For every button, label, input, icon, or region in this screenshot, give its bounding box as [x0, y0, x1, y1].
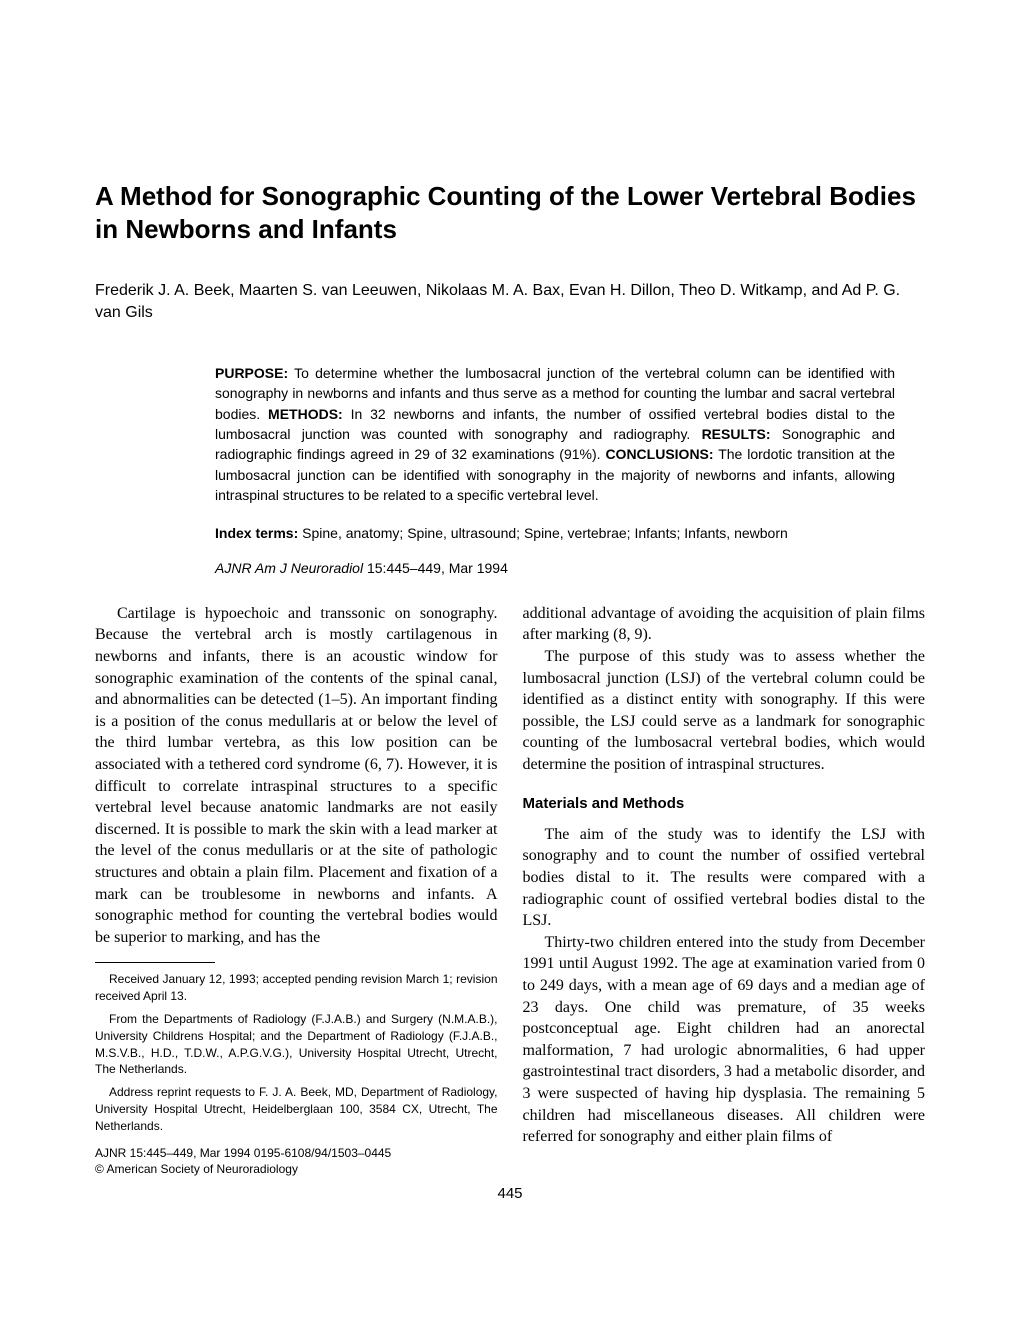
citation-rest: 15:445–449, Mar 1994 [367, 560, 508, 576]
footnote: From the Departments of Radiology (F.J.A… [95, 1011, 498, 1078]
footnote-rule [95, 962, 215, 963]
body-paragraph: Thirty-two children entered into the stu… [523, 932, 926, 1148]
article-title: A Method for Sonographic Counting of the… [95, 180, 925, 245]
citation: AJNR Am J Neuroradiol 15:445–449, Mar 19… [215, 558, 895, 578]
body-paragraph: additional advantage of avoiding the acq… [523, 603, 926, 646]
abstract-body: PURPOSE: To determine whether the lumbos… [215, 363, 895, 505]
body-paragraph: Cartilage is hypoechoic and transsonic o… [95, 603, 498, 949]
index-terms-label: Index terms: [215, 525, 298, 541]
purpose-label: PURPOSE: [215, 365, 288, 381]
results-label: RESULTS: [702, 426, 771, 442]
citation-journal: AJNR Am J Neuroradiol [215, 560, 367, 576]
conclusions-label: CONCLUSIONS: [605, 446, 713, 462]
footnote: Address reprint requests to F. J. A. Bee… [95, 1084, 498, 1134]
index-terms-text: Spine, anatomy; Spine, ultrasound; Spine… [298, 525, 788, 541]
footnote: Received January 12, 1993; accepted pend… [95, 971, 498, 1005]
section-heading: Materials and Methods [523, 794, 926, 814]
left-column: Cartilage is hypoechoic and transsonic o… [95, 603, 498, 1177]
journal-footer-line: © American Society of Neuroradiology [95, 1161, 498, 1177]
journal-footer: AJNR 15:445–449, Mar 1994 0195-6108/94/1… [95, 1145, 498, 1177]
journal-footer-line: AJNR 15:445–449, Mar 1994 0195-6108/94/1… [95, 1145, 498, 1161]
abstract: PURPOSE: To determine whether the lumbos… [215, 363, 895, 578]
body-paragraph: The purpose of this study was to assess … [523, 646, 926, 776]
body-columns: Cartilage is hypoechoic and transsonic o… [95, 603, 925, 1177]
index-terms: Index terms: Spine, anatomy; Spine, ultr… [215, 523, 895, 543]
right-column: additional advantage of avoiding the acq… [523, 603, 926, 1177]
article-page: A Method for Sonographic Counting of the… [0, 0, 1020, 1242]
page-number: 445 [95, 1185, 925, 1202]
body-paragraph: The aim of the study was to identify the… [523, 824, 926, 932]
author-list: Frederik J. A. Beek, Maarten S. van Leeu… [95, 280, 925, 323]
footnotes: Received January 12, 1993; accepted pend… [95, 971, 498, 1134]
methods-label: METHODS: [268, 406, 343, 422]
